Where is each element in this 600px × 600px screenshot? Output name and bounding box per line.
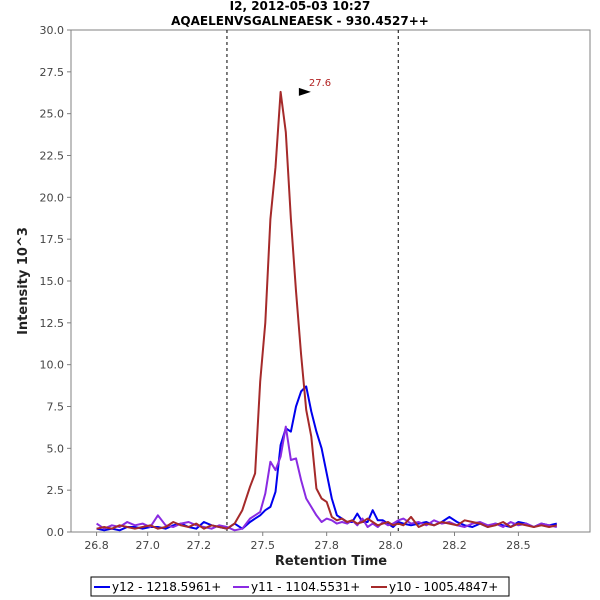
legend-label: y11 - 1104.5531+ xyxy=(251,580,360,594)
y-tick-label: 25.0 xyxy=(40,108,65,121)
x-tick-label: 27.5 xyxy=(250,539,275,552)
y-tick-label: 5.0 xyxy=(47,442,65,455)
legend: y12 - 1218.5961+ y11 - 1104.5531+ y10 - 10… xyxy=(90,576,510,597)
x-tick-label: 28.5 xyxy=(506,539,531,552)
peak-arrow-icon xyxy=(298,87,311,96)
series-line-y11 xyxy=(96,425,558,532)
y-tick-label: 10.0 xyxy=(40,359,65,372)
y-tick-label: 22.5 xyxy=(40,150,65,163)
x-tick-label: 28.2 xyxy=(442,539,467,552)
y-tick-label: 30.0 xyxy=(40,24,65,37)
x-tick-label: 27.2 xyxy=(187,539,212,552)
y-axis: 0.0 2.5 5.0 7.5 10.0 12.5 15.0 17.5 20.0 22.5 25.0… xyxy=(40,24,71,539)
x-axis: 26.8 27.0 27.2 27.5 27.8 28.0 28.2 28.5 xyxy=(84,532,531,552)
legend-label: y12 - 1218.5961+ xyxy=(112,580,221,594)
y-tick-label: 12.5 xyxy=(40,317,65,330)
chart-subtitle: AQAELENVSGALNEAESK - 930.4527++ xyxy=(171,14,429,28)
x-tick-label: 27.0 xyxy=(135,539,160,552)
series-line-y10 xyxy=(96,90,558,530)
plot-area xyxy=(70,29,591,533)
x-tick-label: 28.0 xyxy=(378,539,403,552)
x-tick-label: 27.8 xyxy=(314,539,339,552)
y-tick-label: 7.5 xyxy=(47,401,65,414)
y-tick-label: 17.5 xyxy=(40,233,65,246)
y-tick-label: 20.0 xyxy=(40,191,65,204)
y-axis-label: Intensity 10^3 xyxy=(16,227,31,335)
y-tick-label: 0.0 xyxy=(47,526,65,539)
y-tick-label: 2.5 xyxy=(47,484,65,497)
x-axis-label: Retention Time xyxy=(275,554,387,569)
series-layer xyxy=(96,90,558,532)
peak-annotation: 27.6 xyxy=(298,78,331,96)
legend-label: y10 - 1005.4847+ xyxy=(389,580,498,594)
legend-box xyxy=(90,576,510,597)
chart-title: I2, 2012-05-03 10:27 xyxy=(230,0,371,13)
peak-value-label: 27.6 xyxy=(309,78,331,89)
y-tick-label: 27.5 xyxy=(40,66,65,79)
x-tick-label: 26.8 xyxy=(84,539,109,552)
y-tick-label: 15.0 xyxy=(40,275,65,288)
